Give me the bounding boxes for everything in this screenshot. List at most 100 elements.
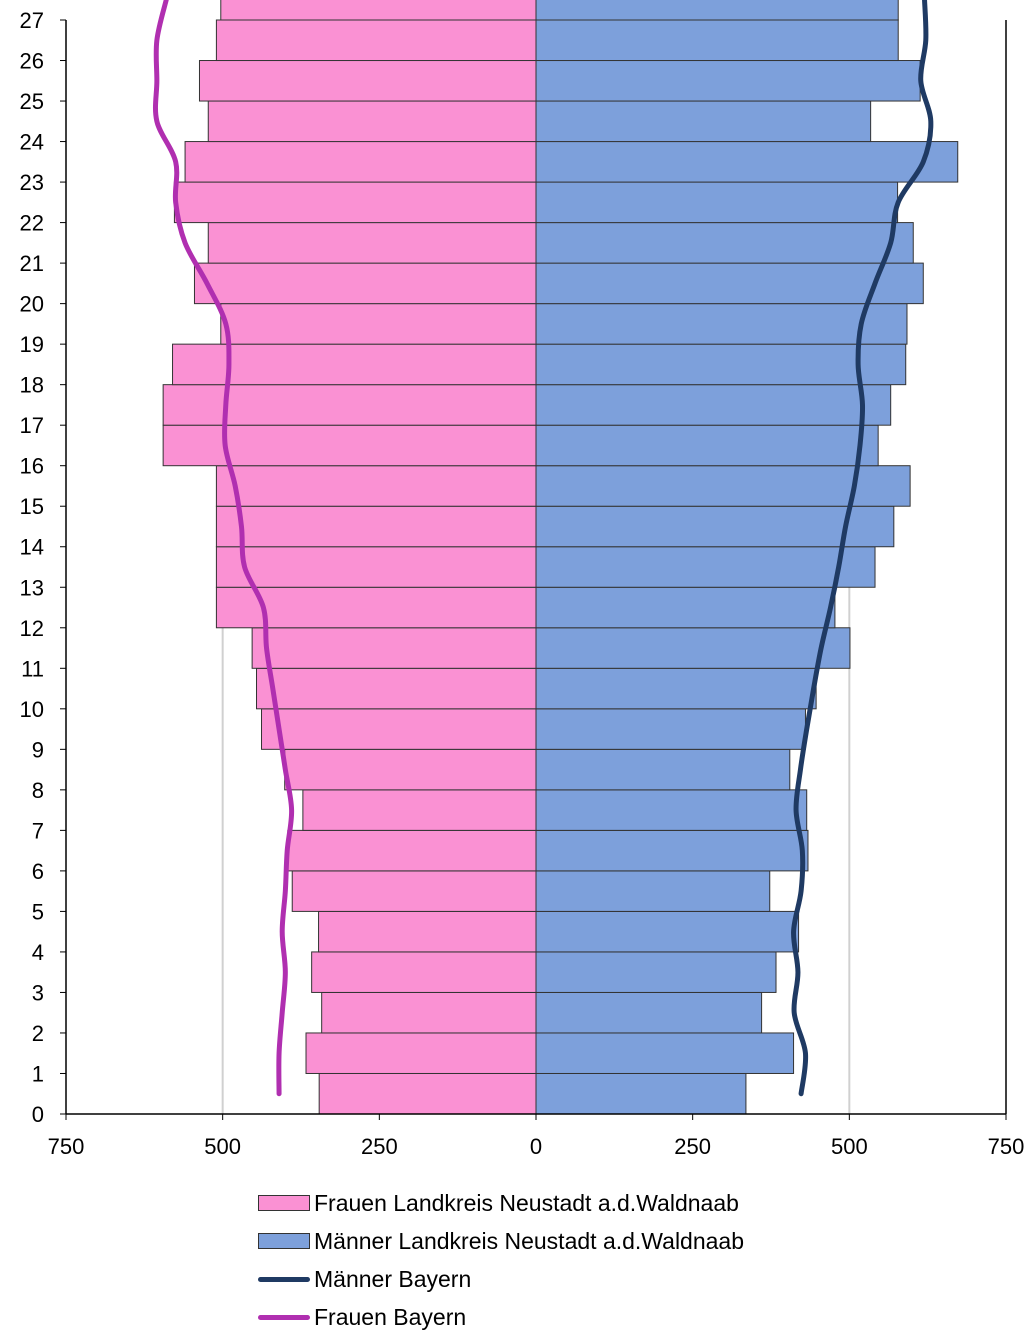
- y-tick-label-2: 2: [32, 1021, 44, 1046]
- maenner-landkreis-bar-21: [535, 222, 914, 264]
- frauen-landkreis-bar-20: [193, 262, 537, 305]
- x-tick-label-2: 250: [361, 1134, 398, 1159]
- y-tick-label-9: 9: [32, 737, 44, 762]
- frauen-landkreis-bar-24: [207, 100, 537, 143]
- y-tick-label-14: 14: [20, 535, 44, 560]
- x-tick-label-3: 0: [530, 1134, 542, 1159]
- frauen-landkreis-bar-15: [215, 465, 537, 507]
- frauen-landkreis-bar-23: [184, 141, 537, 183]
- legend-label-frauen-bayern: Frauen Bayern: [314, 1303, 467, 1330]
- legend-swatch-maenner-landkreis: [258, 1233, 310, 1249]
- x-tick-label-1: 500: [204, 1134, 241, 1159]
- bar-layer: [162, 0, 959, 1115]
- maenner-landkreis-bar-11: [535, 627, 851, 669]
- legend-item-frauen-bayern: Frauen Bayern: [258, 1298, 744, 1336]
- x-tick-label-6: 750: [988, 1134, 1025, 1159]
- y-tick-label-19: 19: [20, 332, 44, 357]
- x-tick-label-0: 750: [48, 1134, 85, 1159]
- axis-layer: 0123456789101112131415161718192021222324…: [20, 8, 1025, 1159]
- legend-label-frauen-landkreis: Frauen Landkreis Neustadt a.d.Waldnaab: [314, 1189, 739, 1216]
- frauen-landkreis-bar-12: [215, 586, 537, 629]
- maenner-landkreis-bar-23: [535, 141, 959, 183]
- frauen-landkreis-bar-4: [318, 910, 537, 953]
- frauen-landkreis-bar-8: [284, 748, 537, 791]
- maenner-landkreis-bar-8: [535, 748, 791, 791]
- maenner-landkreis-bar-0: [535, 1072, 747, 1115]
- maenner-landkreis-bar-13: [535, 546, 876, 588]
- y-tick-label-25: 25: [20, 89, 44, 114]
- y-tick-label-0: 0: [32, 1102, 44, 1127]
- frauen-landkreis-bar-25: [198, 60, 537, 102]
- maenner-landkreis-bar-12: [535, 586, 836, 629]
- y-tick-label-23: 23: [20, 170, 44, 195]
- maenner-landkreis-bar-5: [535, 870, 771, 912]
- frauen-landkreis-bar-2: [321, 991, 537, 1034]
- legend-label-maenner-landkreis: Männer Landkreis Neustadt a.d.Waldnaab: [314, 1227, 745, 1254]
- frauen-landkreis-bar-10: [256, 667, 537, 710]
- y-tick-label-11: 11: [21, 656, 44, 681]
- frauen-bayern-line: [152, 0, 295, 1097]
- maenner-landkreis-bar-9: [535, 708, 806, 750]
- legend-label-maenner-bayern: Männer Bayern: [314, 1265, 472, 1292]
- frauen-landkreis-bar-3: [311, 951, 537, 993]
- frauen-landkreis-bar-0: [318, 1072, 537, 1115]
- y-tick-label-15: 15: [20, 494, 44, 519]
- maenner-bayern-line: [791, 0, 934, 1097]
- legend-item-frauen-landkreis: Frauen Landkreis Neustadt a.d.Waldnaab: [258, 1184, 744, 1222]
- maenner-landkreis-bar-10: [535, 667, 817, 710]
- y-tick-label-4: 4: [32, 940, 44, 965]
- x-tick-label-4: 250: [674, 1134, 711, 1159]
- y-tick-label-12: 12: [20, 616, 44, 641]
- frauen-landkreis-bar-26: [215, 19, 537, 62]
- legend-item-maenner-bayern: Männer Bayern: [258, 1260, 744, 1298]
- maenner-landkreis-bar-6: [535, 829, 809, 872]
- y-tick-label-26: 26: [20, 49, 44, 74]
- y-tick-label-6: 6: [32, 859, 44, 884]
- maenner-landkreis-bar-4: [535, 910, 800, 953]
- y-tick-label-8: 8: [32, 778, 44, 803]
- frauen-landkreis-bar-13: [215, 546, 537, 588]
- maenner-landkreis-bar-17: [535, 384, 892, 426]
- y-tick-label-3: 3: [32, 980, 44, 1005]
- frauen-landkreis-bar-6: [287, 829, 537, 872]
- y-tick-label-16: 16: [20, 454, 44, 479]
- y-tick-label-5: 5: [32, 899, 44, 924]
- maenner-landkreis-bar-2: [535, 991, 763, 1034]
- maenner-landkreis-bar-27: [535, 0, 899, 21]
- maenner-landkreis-bar-24: [535, 100, 872, 143]
- y-tick-label-21: 21: [20, 251, 44, 276]
- frauen-landkreis-bar-27: [220, 0, 537, 21]
- y-tick-label-17: 17: [20, 413, 44, 438]
- frauen-landkreis-bar-7: [302, 789, 537, 831]
- maenner-landkreis-bar-20: [535, 262, 924, 305]
- legend-swatch-maenner-bayern: [258, 1276, 310, 1282]
- x-tick-label-5: 500: [831, 1134, 868, 1159]
- frauen-landkreis-bar-22: [173, 181, 537, 224]
- maenner-landkreis-bar-3: [535, 951, 777, 993]
- maenner-landkreis-bar-19: [535, 303, 908, 345]
- legend: Frauen Landkreis Neustadt a.d.Waldnaab M…: [258, 1184, 744, 1336]
- frauen-landkreis-bar-11: [251, 627, 537, 669]
- frauen-landkreis-bar-1: [305, 1032, 537, 1074]
- y-tick-label-20: 20: [20, 292, 44, 317]
- frauen-landkreis-bar-5: [291, 870, 537, 912]
- frauen-landkreis-bar-17: [162, 384, 537, 426]
- maenner-landkreis-bar-7: [535, 789, 808, 831]
- maenner-landkreis-bar-26: [535, 19, 899, 62]
- maenner-landkreis-bar-22: [535, 181, 899, 224]
- maenner-landkreis-bar-16: [535, 424, 879, 467]
- y-tick-label-18: 18: [20, 373, 44, 398]
- maenner-landkreis-bar-1: [535, 1032, 795, 1074]
- maenner-landkreis-bar-18: [535, 343, 907, 386]
- frauen-landkreis-bar-9: [261, 708, 537, 750]
- y-tick-label-10: 10: [20, 697, 44, 722]
- y-tick-label-1: 1: [32, 1061, 44, 1086]
- frauen-landkreis-bar-19: [220, 303, 537, 345]
- population-pyramid-chart: 0123456789101112131415161718192021222324…: [20, 0, 1025, 1159]
- frauen-landkreis-bar-14: [215, 505, 537, 548]
- maenner-landkreis-bar-14: [535, 505, 895, 548]
- legend-swatch-frauen-bayern: [258, 1314, 310, 1320]
- line-layer: [152, 0, 934, 1097]
- maenner-landkreis-bar-25: [535, 60, 921, 102]
- frauen-landkreis-bar-21: [207, 222, 537, 264]
